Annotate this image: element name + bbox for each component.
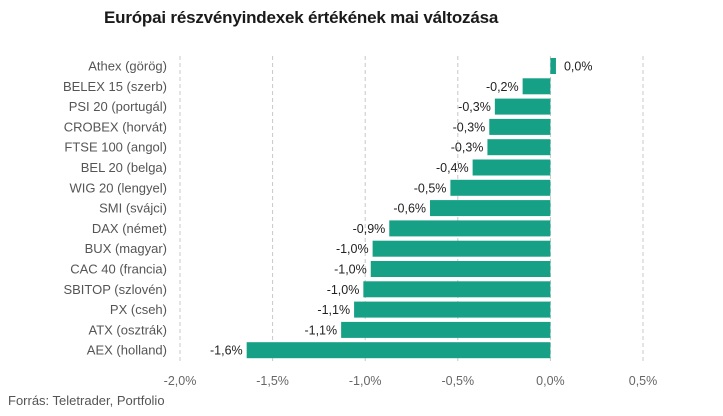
category-label: SMI (svájci) — [99, 201, 167, 216]
value-label: -1,6% — [210, 344, 243, 358]
bar — [372, 240, 551, 257]
chart-title: Európai részvényindexek értékének mai vá… — [104, 8, 499, 27]
x-tick-label: -0,5% — [441, 374, 474, 388]
value-label: -1,0% — [336, 242, 369, 256]
bar — [489, 118, 551, 135]
value-label: -0,4% — [436, 161, 469, 175]
chart-source: Forrás: Teletrader, Portfolio — [8, 393, 165, 408]
value-label: -1,1% — [304, 323, 337, 337]
category-label: CAC 40 (francia) — [70, 262, 167, 277]
bar — [430, 200, 551, 217]
category-label: AEX (holland) — [87, 343, 167, 358]
category-label: Athex (görög) — [88, 59, 167, 74]
category-label: SBITOP (szlovén) — [63, 282, 167, 297]
category-label: BUX (magyar) — [85, 241, 167, 256]
category-label: CROBEX (horvát) — [64, 119, 167, 134]
x-tick-label: -1,0% — [349, 374, 382, 388]
value-label: -0,6% — [393, 202, 426, 216]
category-label: BEL 20 (belga) — [81, 160, 167, 175]
value-label: -0,3% — [451, 141, 484, 155]
value-label: -1,0% — [327, 283, 360, 297]
x-tick-label: 0,0% — [536, 374, 565, 388]
bar — [363, 281, 551, 298]
bar — [494, 98, 551, 115]
x-tick-label: -2,0% — [164, 374, 197, 388]
bar — [522, 78, 551, 95]
x-tick-label: 0,5% — [629, 374, 658, 388]
bar — [370, 261, 551, 277]
category-label: PX (cseh) — [110, 302, 167, 317]
bar — [354, 301, 551, 318]
value-label: -0,2% — [486, 80, 519, 94]
category-label: BELEX 15 (szerb) — [63, 79, 167, 94]
bar — [389, 220, 551, 237]
category-label: ATX (osztrák) — [89, 322, 168, 337]
value-label: -0,9% — [353, 222, 386, 236]
category-label: DAX (német) — [92, 221, 167, 236]
value-label: -0,5% — [414, 181, 447, 195]
bar — [246, 342, 551, 359]
value-label: -1,0% — [334, 263, 367, 277]
bar — [450, 179, 551, 196]
bar — [472, 159, 551, 176]
category-label: PSI 20 (portugál) — [69, 99, 167, 114]
bar — [341, 321, 551, 338]
value-label: -0,3% — [458, 100, 491, 114]
category-label: WIG 20 (lengyel) — [69, 180, 167, 195]
bar — [550, 58, 556, 74]
x-tick-label: -1,5% — [256, 374, 289, 388]
value-label: 0,0% — [564, 60, 593, 74]
category-label: FTSE 100 (angol) — [64, 140, 167, 155]
value-label: -1,1% — [317, 303, 350, 317]
value-label: -0,3% — [453, 120, 486, 134]
bar — [487, 139, 551, 156]
